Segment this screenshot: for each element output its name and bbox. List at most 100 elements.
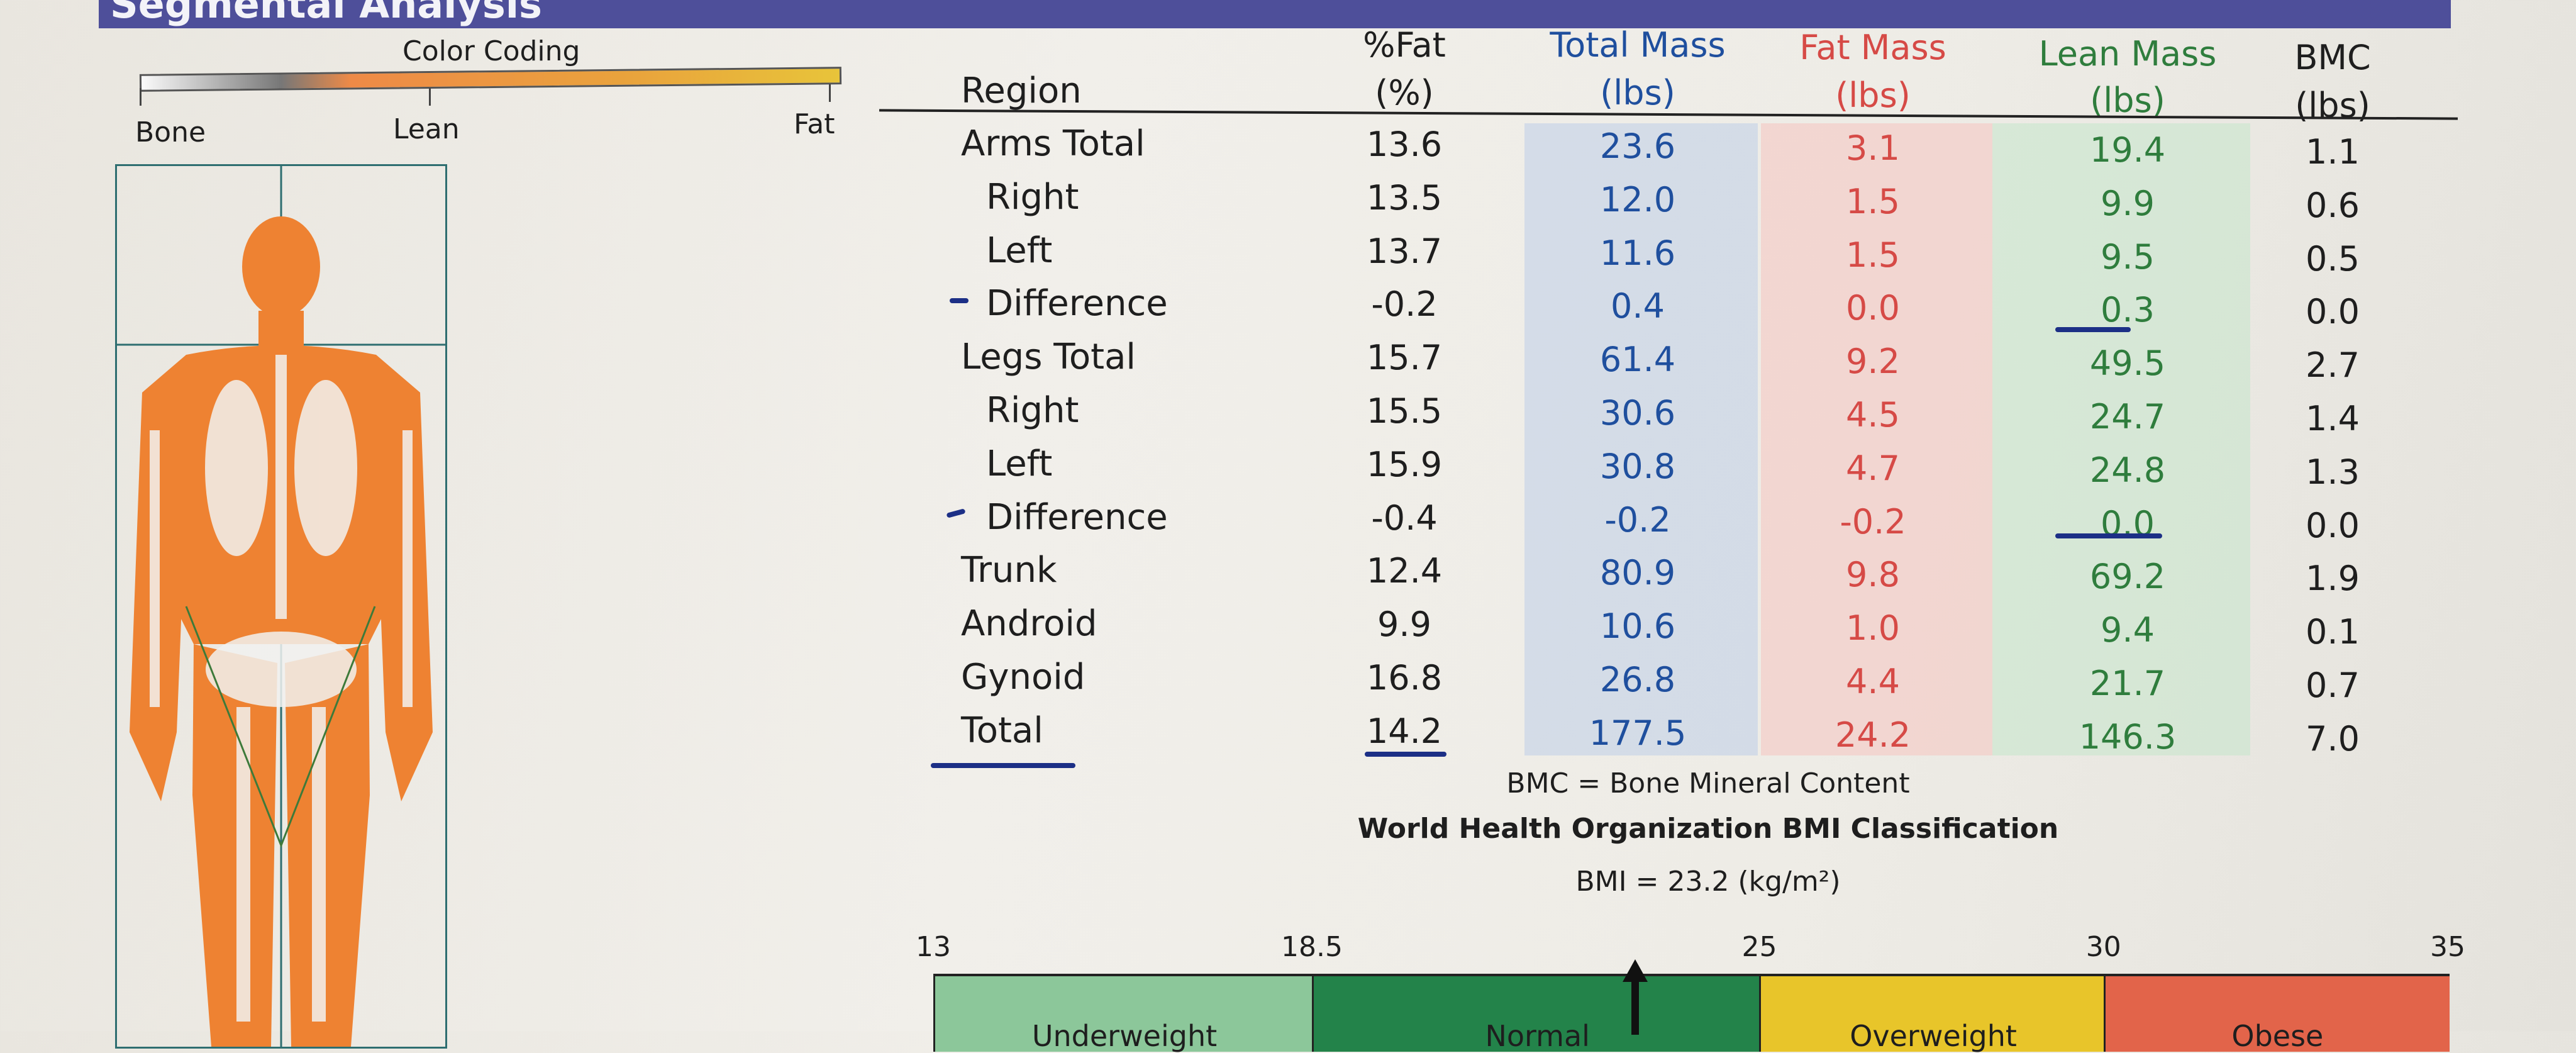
bmi-value: BMI = 23.2 (kg/m²) [1575,866,1841,898]
cell-lean-mass: 69.2 [2089,557,2166,597]
cell-fat-pct: 16.8 [1366,658,1443,698]
cell-fat-pct: 15.5 [1366,391,1443,431]
bmi-category-overweight: Overweight [1759,974,2106,1053]
cell-total-mass: 26.8 [1599,660,1676,699]
cell-bmc: 0.0 [2306,292,2360,332]
cell-fat-mass: -0.2 [1840,501,1906,542]
bmi-scale-tick-label: 18.5 [1281,931,1343,963]
cell-lean-mass: 9.4 [2101,610,2155,650]
section-title: Segmental Analysis [110,0,542,27]
tick-bone [140,88,142,106]
section-header-bar [99,0,2451,28]
cell-bmc: 0.7 [2306,666,2360,705]
bmi-category-label: Underweight [1031,1019,1218,1053]
cell-fat-pct: 15.9 [1366,444,1443,484]
cell-fat-mass: 9.8 [1846,555,1900,595]
cell-bmc: 2.7 [2306,345,2360,386]
cell-fat-mass: 4.4 [1846,662,1900,701]
row-region: Android [961,603,1097,645]
row-region: Total [961,710,1043,751]
cell-bmc: 0.1 [2306,612,2360,652]
bmi-title: World Health Organization BMI Classifica… [1357,813,2059,845]
header-fat-pct: %Fat [1363,25,1446,65]
pen-underline-fat-pct [1365,752,1446,757]
cell-bmc: 0.5 [2306,238,2360,279]
cell-total-mass: 30.8 [1599,446,1676,486]
pen-underline-lean-diff [2055,533,2162,538]
row-region: Arms Total [961,123,1145,164]
cell-lean-mass: 9.9 [2101,183,2155,223]
header-fat-mass-unit: (lbs) [1835,75,1911,115]
cell-fat-mass: 4.7 [1846,448,1900,488]
cell-lean-mass: 21.7 [2089,664,2166,703]
cell-bmc: 7.0 [2306,718,2360,759]
bmi-category-label: Obese [2231,1019,2324,1053]
pen-mark-dash [950,298,969,303]
bmi-arrow-icon [1623,959,1648,1037]
bmc-footnote: BMC = Bone Mineral Content [1506,767,1910,800]
row-region: Legs Total [961,337,1136,378]
header-total-mass-unit: (lbs) [1600,73,1675,113]
cell-fat-mass: 3.1 [1846,128,1900,168]
fat-mass-column-bg [1761,123,1992,755]
cell-fat-mass: 24.2 [1835,715,1911,755]
cell-fat-pct: -0.4 [1371,498,1438,538]
bmi-category-underweight: Underweight [933,974,1314,1053]
row-region: Right [986,176,1079,218]
cell-fat-pct: -0.2 [1371,284,1438,325]
cell-lean-mass: 19.4 [2089,130,2166,170]
header-lean-mass-unit: (lbs) [2090,81,2165,120]
row-region: Left [986,443,1053,484]
bmi-category-label: Normal [1485,1019,1590,1053]
cell-fat-mass: 1.5 [1846,235,1900,275]
body-scan-image [115,164,447,1049]
cell-bmc: 0.6 [2306,185,2360,225]
cell-bmc: 1.4 [2306,399,2360,438]
cell-total-mass: 30.6 [1599,393,1676,433]
header-fat-pct-unit: (%) [1375,73,1434,113]
bmi-category-normal: Normal [1312,974,1762,1053]
cell-total-mass: 12.0 [1599,179,1676,220]
header-fat-mass: Fat Mass [1799,28,1946,67]
cell-lean-mass: 24.7 [2089,397,2166,437]
cell-total-mass: 61.4 [1599,340,1676,380]
cell-total-mass: 0.4 [1611,286,1665,326]
pen-underline-total [931,763,1075,768]
cell-fat-mass: 1.0 [1846,608,1900,649]
cell-fat-mass: 0.0 [1846,288,1900,328]
cell-total-mass: 80.9 [1599,553,1676,593]
cell-fat-pct: 15.7 [1366,338,1443,378]
cell-lean-mass: 146.3 [2079,716,2177,757]
bmi-category-label: Overweight [1850,1019,2017,1053]
row-region: Difference [986,283,1168,325]
color-coding-gradient [139,67,842,92]
bmi-scale-tick-label: 35 [2430,931,2465,963]
cell-fat-pct: 13.5 [1366,177,1443,218]
row-region: Difference [986,496,1168,538]
bmi-category-obese: Obese [2103,974,2450,1053]
color-label-fat: Fat [794,108,835,140]
cell-fat-pct: 9.9 [1377,604,1431,645]
cell-total-mass: 10.6 [1599,606,1676,647]
cell-fat-pct: 12.4 [1366,551,1443,591]
cell-bmc: 1.3 [2306,452,2360,492]
tick-lean [429,88,431,106]
cell-fat-mass: 1.5 [1846,181,1900,221]
header-bmc: BMC [2294,38,2371,77]
cell-lean-mass: 24.8 [2089,450,2166,490]
bmi-scale-tick-label: 30 [2085,931,2121,963]
cell-total-mass: 23.6 [1599,126,1676,166]
cell-bmc: 1.9 [2306,559,2360,599]
row-region: Left [986,230,1053,271]
cell-lean-mass: 0.3 [2101,290,2155,330]
cell-fat-mass: 9.2 [1846,342,1900,382]
bmi-scale-tick-label: 13 [916,931,951,963]
lean-mass-column-bg [1992,123,2250,755]
cell-fat-pct: 14.2 [1366,711,1443,751]
color-coding-title: Color Coding [402,35,580,67]
cell-total-mass: 11.6 [1599,233,1676,273]
cell-total-mass: 177.5 [1589,713,1687,753]
color-label-bone: Bone [135,116,206,148]
header-region: Region [961,70,1082,111]
cell-total-mass: -0.2 [1604,499,1671,540]
